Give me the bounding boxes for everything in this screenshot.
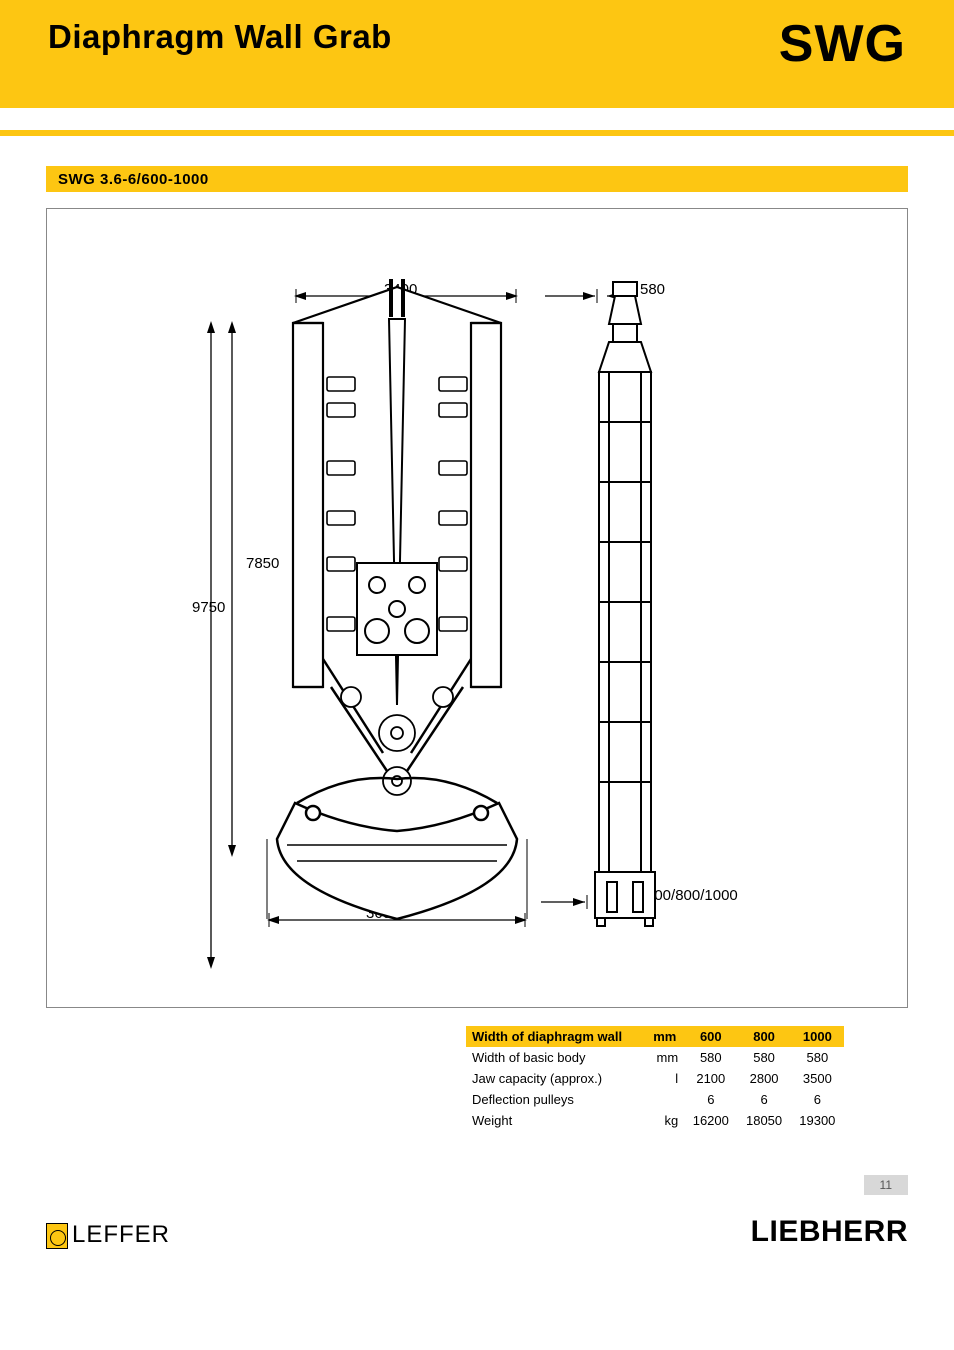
content-area: SWG 3.6-6/600-1000 3400 580 9750	[0, 166, 954, 1131]
spec-table: Width of diaphragm wall mm 600 800 1000 …	[466, 1026, 844, 1131]
technical-drawing: 3400 580 9750 7850	[46, 208, 908, 1008]
spec-header-col1: 600	[684, 1026, 737, 1047]
logo-liebherr: LIEBHERR	[751, 1215, 908, 1249]
row-val: 580	[791, 1047, 844, 1068]
row-val: 2100	[684, 1068, 737, 1089]
row-label: Weight	[466, 1110, 645, 1131]
spec-header-col3: 1000	[791, 1026, 844, 1047]
logo-leffer: LEFFER	[46, 1221, 170, 1249]
spec-header-col2: 800	[737, 1026, 790, 1047]
page-footer: 11 LEFFER LIEBHERR	[0, 1215, 954, 1269]
row-val: 6	[737, 1089, 790, 1110]
spec-header-unit: mm	[645, 1026, 684, 1047]
dim-arrow-7850	[225, 321, 239, 857]
row-unit: kg	[645, 1110, 684, 1131]
row-label: Jaw capacity (approx.)	[466, 1068, 645, 1089]
row-unit: l	[645, 1068, 684, 1089]
page-number: 11	[864, 1175, 908, 1195]
row-label: Deflection pulleys	[466, 1089, 645, 1110]
table-row: Width of basic body mm 580 580 580	[466, 1047, 844, 1068]
page-code: SWG	[779, 18, 906, 70]
grab-front-view	[267, 279, 513, 959]
row-val: 3500	[791, 1068, 844, 1089]
table-row: Deflection pulleys 6 6 6	[466, 1089, 844, 1110]
row-val: 2800	[737, 1068, 790, 1089]
row-val: 6	[791, 1089, 844, 1110]
row-label: Width of basic body	[466, 1047, 645, 1068]
leffer-mark-icon	[46, 1223, 68, 1249]
row-val: 580	[737, 1047, 790, 1068]
grab-side-view	[585, 282, 665, 954]
row-val: 16200	[684, 1110, 737, 1131]
model-label: SWG 3.6-6/600-1000	[58, 171, 209, 188]
table-row: Jaw capacity (approx.) l 2100 2800 3500	[466, 1068, 844, 1089]
header-divider	[0, 130, 954, 136]
row-val: 18050	[737, 1110, 790, 1131]
page-title: Diaphragm Wall Grab	[48, 18, 392, 56]
row-val: 19300	[791, 1110, 844, 1131]
table-row: Weight kg 16200 18050 19300	[466, 1110, 844, 1131]
dim-arrow-9750	[204, 321, 218, 969]
model-bar: SWG 3.6-6/600-1000	[46, 166, 908, 192]
spec-header-label: Width of diaphragm wall	[466, 1026, 645, 1047]
row-unit	[645, 1089, 684, 1110]
row-val: 6	[684, 1089, 737, 1110]
leffer-text: LEFFER	[72, 1221, 170, 1249]
row-val: 580	[684, 1047, 737, 1068]
row-unit: mm	[645, 1047, 684, 1068]
spec-header-row: Width of diaphragm wall mm 600 800 1000	[466, 1026, 844, 1047]
header-band: Diaphragm Wall Grab SWG	[0, 0, 954, 108]
